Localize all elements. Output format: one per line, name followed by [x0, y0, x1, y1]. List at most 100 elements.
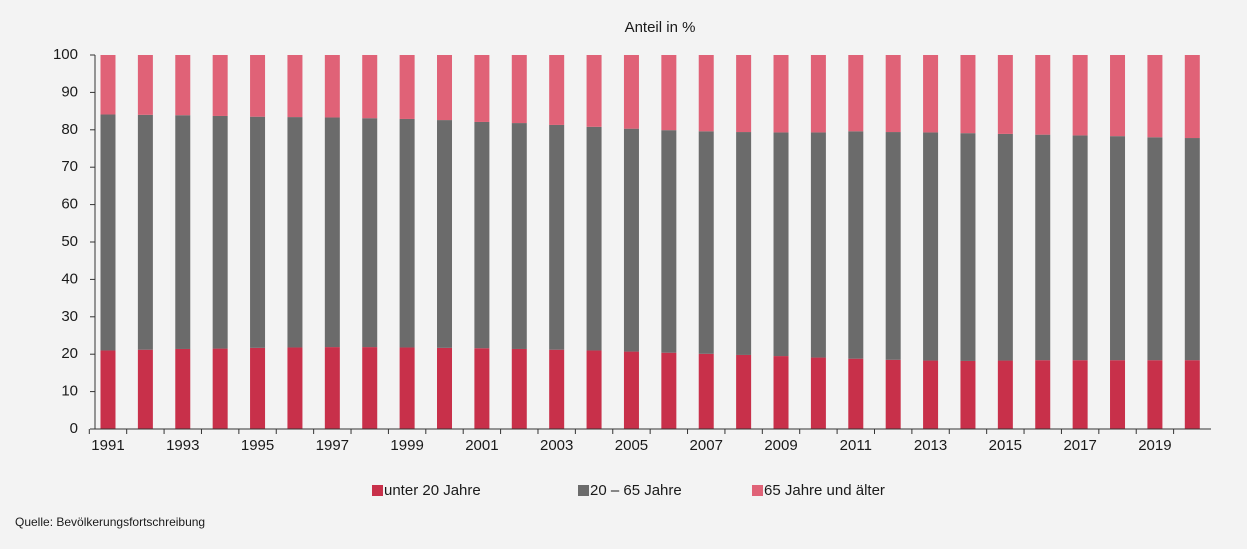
y-tick-label: 90 — [61, 83, 78, 100]
bar-segment — [1035, 360, 1051, 429]
bar-segment — [810, 55, 826, 133]
bar-segment — [997, 360, 1013, 429]
bar-segment — [586, 350, 602, 429]
bar-segment — [736, 354, 752, 429]
bar-segment — [250, 55, 266, 117]
bar-segment — [549, 55, 565, 125]
x-tick-label: 2011 — [840, 437, 872, 454]
bar-segment — [885, 55, 901, 133]
y-tick-label: 70 — [61, 158, 78, 175]
x-tick-label: 2005 — [615, 437, 648, 454]
bar-segment — [848, 358, 864, 429]
x-tick-label: 1991 — [91, 437, 124, 454]
y-tick-label: 50 — [61, 233, 78, 250]
bar-segment — [324, 347, 340, 429]
y-tick-label: 0 — [70, 420, 78, 437]
bar-segment — [960, 133, 976, 361]
bar-segment — [474, 55, 490, 122]
bar-segment — [549, 124, 565, 350]
bar-segment — [287, 117, 303, 348]
x-tick-label: 1993 — [166, 437, 199, 454]
bar-segment — [773, 356, 789, 429]
bar-segment — [1184, 55, 1200, 139]
bar-segment — [698, 131, 714, 354]
bar-segment — [212, 55, 228, 116]
bar-segment — [100, 350, 116, 429]
bar-segment — [287, 347, 303, 429]
bar-segment — [549, 349, 565, 429]
bar-segment — [848, 55, 864, 132]
bar-segment — [437, 347, 453, 429]
bar-segment — [437, 120, 453, 348]
bar-segment — [212, 348, 228, 429]
bar-segment — [399, 347, 415, 429]
bar-segment — [324, 55, 340, 118]
x-tick-label: 2007 — [690, 437, 723, 454]
bar-segment — [661, 55, 677, 131]
source: Quelle: Bevölkerungsfortschreibung — [15, 515, 205, 529]
bar-segment — [137, 349, 153, 429]
bar-segment — [287, 55, 303, 118]
bar-segment — [997, 133, 1013, 361]
bar-segment — [773, 132, 789, 357]
bar-segment — [511, 123, 527, 349]
bar-segment — [175, 115, 191, 349]
bar-segment — [474, 121, 490, 349]
bar-segment — [885, 132, 901, 360]
x-tick-label: 2003 — [540, 437, 573, 454]
y-tick-label: 30 — [61, 308, 78, 325]
bar-segment — [362, 347, 378, 429]
x-tick-label: 2017 — [1063, 437, 1096, 454]
bar-segment — [810, 357, 826, 429]
bar-segment — [810, 132, 826, 358]
bar-segment — [1110, 360, 1126, 429]
bar-segment — [773, 55, 789, 133]
bar-segment — [1035, 134, 1051, 361]
bar-segment — [212, 115, 228, 349]
x-tick-label: 2013 — [914, 437, 947, 454]
bar-segment — [324, 117, 340, 348]
bar-segment — [848, 131, 864, 359]
bar-segment — [399, 55, 415, 119]
bar-segment — [997, 55, 1013, 134]
bar-segment — [960, 55, 976, 134]
bar-segment — [698, 353, 714, 429]
bar-segment — [175, 348, 191, 429]
bar-segment — [1147, 360, 1163, 429]
bar-segment — [923, 55, 939, 133]
bar-segment — [661, 352, 677, 429]
bar-segment — [923, 360, 939, 429]
bar-segment — [1072, 55, 1088, 136]
bar-segment — [175, 55, 191, 116]
y-tick-label: 40 — [61, 270, 78, 287]
legend-swatch — [752, 485, 763, 496]
bar-segment — [100, 114, 116, 351]
bar-segment — [960, 360, 976, 429]
bar-segment — [250, 116, 266, 348]
x-tick-label: 2015 — [989, 437, 1022, 454]
bar-segment — [1035, 55, 1051, 135]
bar-segment — [511, 55, 527, 124]
bar-segment — [736, 55, 752, 133]
bar-segment — [1110, 136, 1126, 361]
bar-segment — [923, 132, 939, 361]
bar-segment — [1110, 55, 1126, 137]
bar-segment — [1184, 360, 1200, 429]
bar-segment — [623, 351, 639, 429]
bar-segment — [137, 55, 153, 115]
bar-segment — [437, 55, 453, 121]
chart-title: Anteil in % — [625, 19, 696, 36]
bar-segment — [661, 130, 677, 353]
x-tick-label: 2001 — [465, 437, 498, 454]
bar-segment — [885, 359, 901, 429]
bar-segment — [586, 126, 602, 351]
bar-segment — [1072, 360, 1088, 429]
bar-segment — [623, 128, 639, 352]
bar-segment — [399, 118, 415, 348]
legend-label: unter 20 Jahre — [384, 482, 481, 499]
y-tick-label: 80 — [61, 121, 78, 138]
bar-segment — [362, 118, 378, 348]
bar-segment — [1147, 55, 1163, 138]
